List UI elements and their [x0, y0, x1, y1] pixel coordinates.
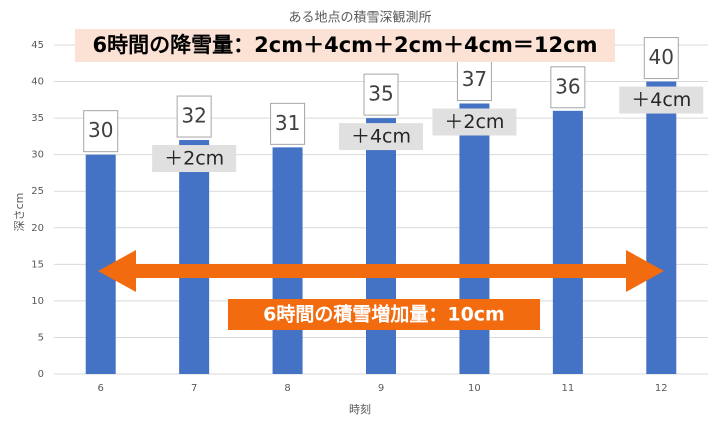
x-tick-label: 8	[284, 383, 290, 394]
bar	[272, 147, 303, 374]
value-label: 37	[462, 67, 487, 91]
bar	[459, 103, 490, 374]
banner-bg	[75, 29, 615, 62]
y-tick-label: 45	[31, 40, 44, 51]
bars: 30 32 31 35 37 36 40	[83, 37, 679, 375]
bar	[646, 81, 677, 375]
x-tick-label: 7	[191, 383, 197, 394]
x-tick-label: 6	[98, 383, 104, 394]
y-tick-label: 15	[31, 259, 44, 270]
value-label: 32	[181, 104, 206, 128]
increase-text: 6時間の積雪増加量：10cm	[263, 303, 505, 326]
increment-box	[619, 86, 704, 114]
increase-box	[228, 299, 540, 330]
value-label-box	[270, 102, 306, 145]
y-axis-label: 深さcm	[13, 193, 26, 232]
value-label: 36	[555, 74, 580, 98]
x-tick-label: 12	[655, 383, 668, 394]
value-label-box	[456, 58, 492, 101]
increment-label: ＋2cm	[444, 111, 504, 133]
y-tick-label: 10	[31, 296, 44, 307]
value-label-box	[363, 73, 399, 116]
increment-box	[339, 123, 423, 151]
increment-label: ＋4cm	[351, 126, 411, 148]
value-label: 31	[275, 111, 300, 135]
y-tick-label: 35	[31, 113, 44, 124]
y-tick-label: 0	[38, 369, 44, 380]
increment-box	[152, 145, 237, 173]
chart-title: ある地点の積雪深観測所	[288, 11, 431, 26]
arrow-head-right	[626, 250, 664, 292]
bar	[552, 110, 583, 375]
value-label-box	[643, 37, 679, 80]
value-label-box	[550, 66, 586, 109]
y-tick-label: 40	[31, 77, 44, 88]
value-label-box	[176, 95, 212, 138]
value-label-box	[83, 110, 119, 153]
y-tick-label: 20	[31, 223, 44, 234]
arrow-head-left	[98, 250, 136, 292]
y-tick-label: 5	[38, 332, 44, 343]
bar	[179, 140, 210, 374]
value-label: 35	[368, 82, 393, 106]
value-label: 30	[88, 118, 113, 142]
increment-label: ＋2cm	[164, 148, 224, 170]
value-label: 40	[649, 45, 674, 69]
bar	[366, 118, 396, 374]
y-tick-label: 25	[31, 186, 44, 197]
annotations: 6時間の降雪量：2cm＋4cm＋2cm＋4cm＝12cm 6時間の積雪増加量：1…	[75, 29, 704, 330]
increment-box	[432, 108, 517, 136]
y-tick-label: 30	[31, 150, 44, 161]
increment-label: ＋4cm	[631, 89, 691, 111]
x-tick-label: 9	[378, 383, 384, 394]
x-axis-label: 時刻	[349, 402, 371, 416]
banner-text: 6時間の降雪量：2cm＋4cm＋2cm＋4cm＝12cm	[93, 33, 598, 57]
x-tick-label: 10	[468, 383, 481, 394]
x-tick-label: 11	[561, 383, 574, 394]
